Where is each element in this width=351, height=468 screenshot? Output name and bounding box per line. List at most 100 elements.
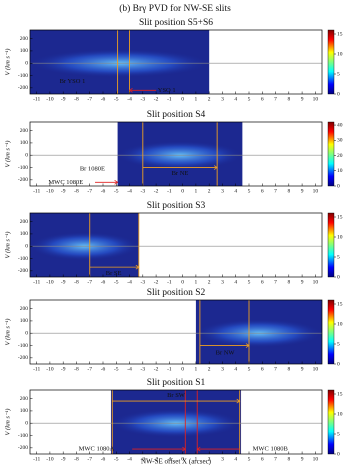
arrow-head [245,343,250,348]
x-tick-label: 8 [287,456,290,462]
annotation: Br NW [216,349,236,356]
colorbar-tick-label: 0 [337,183,340,189]
x-tick-label: -1 [167,456,172,462]
plot-frame [29,212,323,278]
x-tick-label: -10 [46,366,54,372]
x-tick-label: -1 [167,366,172,372]
x-tick-label: 10 [313,188,319,194]
colorbar-tick-label: 15 [337,31,343,37]
x-tick-label: -1 [167,188,172,194]
arrow-head [182,446,187,452]
x-tick-label: -4 [127,96,132,102]
x-tick-label: -7 [87,366,92,372]
y-tick-label: -100 [18,165,28,171]
colorbar-tick-label: 0 [337,451,340,457]
x-tick-label: 9 [301,456,304,462]
y-tick-label: 0 [25,330,28,336]
annotation: MWC 1080E [48,179,83,186]
x-tick-label: -9 [61,96,66,102]
y-tick-label: -100 [18,73,28,79]
x-tick-label: 6 [261,456,264,462]
x-tick-label: 5 [248,366,251,372]
x-tick-label: 7 [274,366,277,372]
x-tick-label: -3 [141,456,146,462]
x-tick-label: -8 [74,456,79,462]
x-tick-label: 8 [287,188,290,194]
x-tick-label: 0 [181,366,184,372]
x-tick-label: 2 [208,188,211,194]
x-tick-label: 5 [248,188,251,194]
x-tick-label: 5 [248,279,251,285]
colorbar-tick-label: 10 [337,168,343,174]
colorbar-tick-label: 5 [337,254,340,260]
x-tick-label: -9 [61,456,66,462]
x-tick-label: -2 [154,96,159,102]
colorbar-tick-label: 5 [337,71,340,77]
colorbar-tick-label: 20 [337,153,343,159]
x-tick-label: 1 [195,456,198,462]
x-tick-label: 1 [195,366,198,372]
x-tick-label: -5 [114,96,119,102]
y-tick-label: -200 [18,177,28,183]
x-tick-label: 10 [313,279,319,285]
x-tick-label: -11 [33,188,40,194]
y-tick-label: 200 [20,396,29,402]
x-tick-label: -11 [33,366,40,372]
x-tick-label: 6 [261,366,264,372]
x-tick-label: -4 [127,279,132,285]
x-tick-label: -7 [87,188,92,194]
x-tick-label: -5 [114,279,119,285]
y-tick-label: 100 [20,231,29,237]
plot-frame [29,29,323,95]
x-axis-label: NW-SE offset X (arcsec) [141,458,212,466]
x-tick-label: 3 [221,456,224,462]
x-tick-label: -4 [127,456,132,462]
x-tick-label: -3 [141,366,146,372]
x-tick-label: 8 [287,279,290,285]
x-tick-label: 4 [234,366,237,372]
x-tick-label: -6 [101,279,106,285]
x-tick-label: -4 [127,366,132,372]
panel-title: Slit position S4 [147,110,206,120]
arrow-head [213,165,218,170]
x-tick-label: 0 [181,456,184,462]
x-tick-label: -6 [101,456,106,462]
x-tick-label: 6 [261,96,264,102]
annotation: Br NE [172,170,189,177]
x-tick-label: 2 [208,456,211,462]
y-tick-label: 0 [25,60,28,66]
x-tick-label: -2 [154,188,159,194]
y-tick-label: 100 [20,140,29,146]
x-tick-label: 4 [234,96,237,102]
colorbar-tick-label: 15 [337,301,343,307]
plot-frame [29,121,323,187]
arrow-head [114,179,119,185]
x-tick-label: -4 [127,188,132,194]
y-axis-label: V (km s⁻¹) [4,319,11,346]
x-tick-label: 4 [234,279,237,285]
x-tick-label: 10 [313,366,319,372]
x-tick-label: 2 [208,366,211,372]
annotation: MWC 1080B [253,446,289,453]
x-tick-label: 4 [234,188,237,194]
colorbar [327,121,335,187]
annotation: YSO 1 [158,87,176,94]
y-axis-label: V (km s⁻¹) [4,49,11,76]
plot-frame [29,299,323,365]
x-tick-label: -8 [74,96,79,102]
x-tick-label: -5 [114,456,119,462]
x-tick-label: -9 [61,366,66,372]
x-tick-label: 1 [195,96,198,102]
panel-title: Slit position S3 [147,201,206,211]
colorbar [327,299,335,365]
colorbar-tick-label: 10 [337,234,343,240]
y-tick-label: -100 [18,343,28,349]
colorbar [327,212,335,278]
x-tick-label: 3 [221,96,224,102]
colorbar [327,389,335,455]
y-tick-label: 100 [20,318,29,324]
x-tick-label: 10 [313,456,319,462]
x-tick-label: -6 [101,366,106,372]
y-axis-label: V (km s⁻¹) [4,409,11,436]
x-tick-label: 1 [195,279,198,285]
